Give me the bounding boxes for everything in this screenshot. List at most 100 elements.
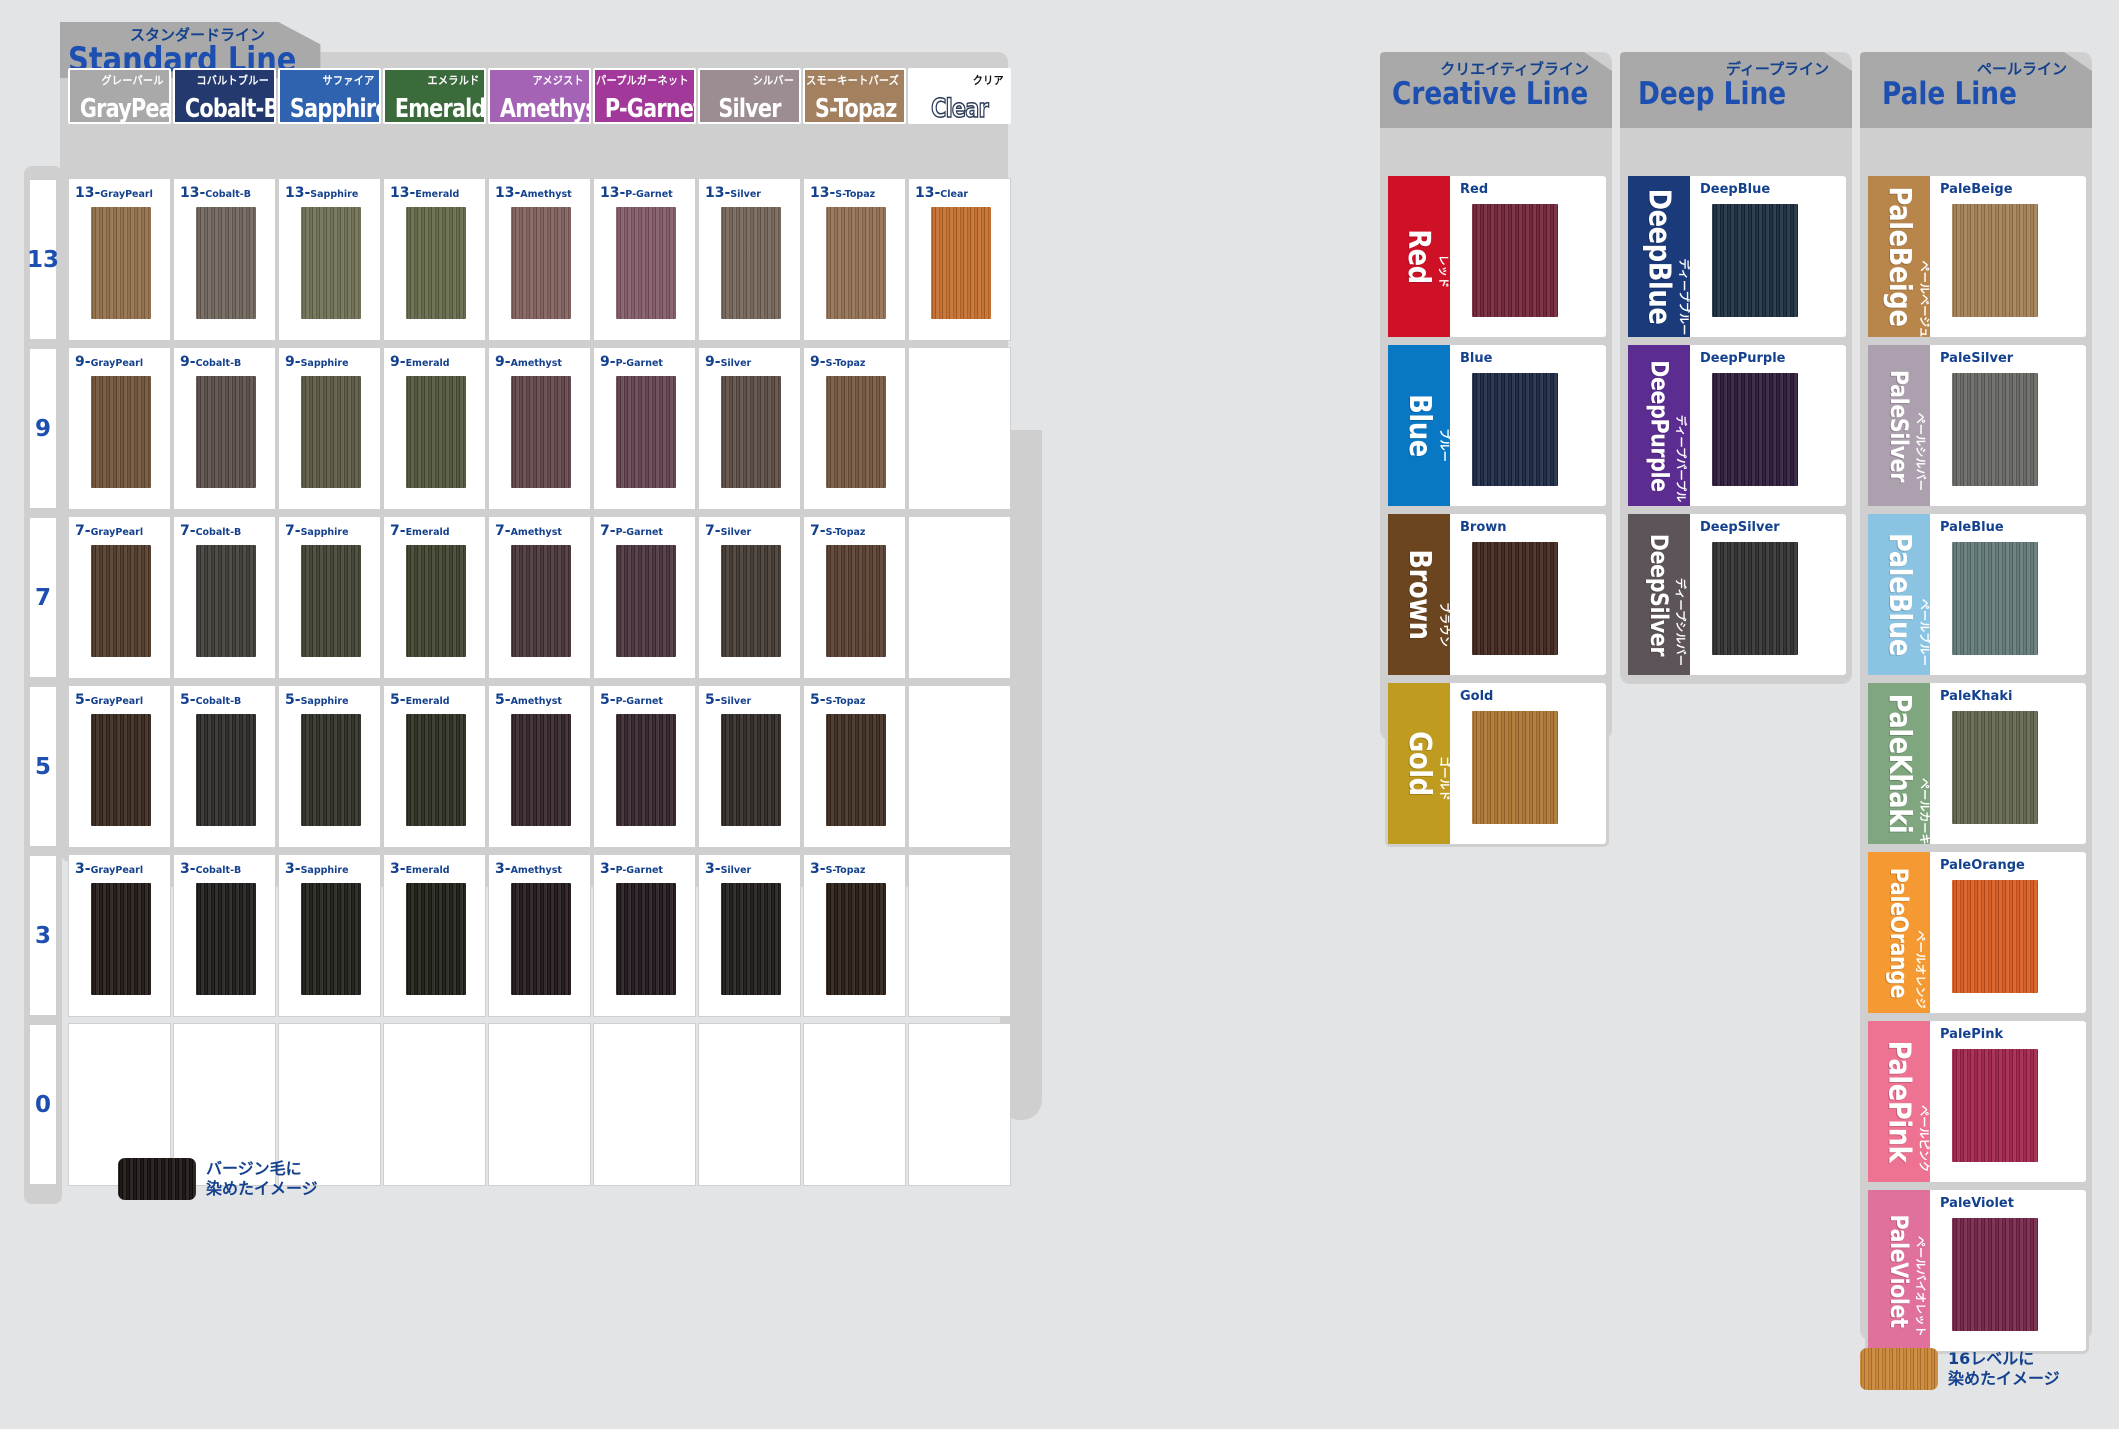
swatch-cell[interactable]: 13-S-Topaz bbox=[803, 178, 906, 341]
color-tab-palekhaki[interactable]: ペールカーキ PaleKhaki bbox=[1868, 683, 1930, 845]
column-header-emerald[interactable]: エメラルド Emerald bbox=[383, 68, 486, 124]
hair-texture bbox=[1952, 542, 2038, 655]
swatch-name: Amethyst bbox=[510, 696, 562, 707]
color-row-blue[interactable]: ブルー Blue Blue bbox=[1388, 345, 1606, 506]
hair-swatch bbox=[406, 714, 466, 826]
swatch-cell[interactable] bbox=[908, 854, 1011, 1017]
swatch-cell[interactable]: 3-P-Garnet bbox=[593, 854, 696, 1017]
swatch-cell[interactable]: 5-P-Garnet bbox=[593, 685, 696, 848]
swatch-cell[interactable]: 7-Emerald bbox=[383, 516, 486, 679]
column-header-clear[interactable]: クリア Clear bbox=[908, 68, 1011, 124]
hair-swatch bbox=[301, 376, 361, 488]
color-row-paleblue[interactable]: ペールブルー PaleBlue PaleBlue bbox=[1868, 514, 2086, 675]
color-tab-blue[interactable]: ブルー Blue bbox=[1388, 345, 1450, 506]
swatch-cell[interactable]: 5-Amethyst bbox=[488, 685, 591, 848]
column-header-p-garnet[interactable]: パープルガーネット P-Garnet bbox=[593, 68, 696, 124]
swatch-label: 13-Sapphire bbox=[285, 182, 358, 201]
swatch-cell[interactable] bbox=[593, 1023, 696, 1186]
swatch-cell[interactable]: 3-S-Topaz bbox=[803, 854, 906, 1017]
color-row-brown[interactable]: ブラウン Brown Brown bbox=[1388, 514, 1606, 675]
color-tab-paleorange[interactable]: ペールオレンジ PaleOrange bbox=[1868, 852, 1930, 1013]
swatch-cell[interactable]: 5-GrayPearl bbox=[68, 685, 171, 848]
swatch-cell[interactable]: 3-GrayPearl bbox=[68, 854, 171, 1017]
color-row-deeppurple[interactable]: ディープパープル DeepPurple DeepPurple bbox=[1628, 345, 1846, 506]
color-tab-gold[interactable]: ゴールド Gold bbox=[1388, 683, 1450, 844]
swatch-cell[interactable]: 13-Emerald bbox=[383, 178, 486, 341]
swatch-cell[interactable] bbox=[908, 1023, 1011, 1186]
swatch-cell[interactable]: 5-Cobalt-B bbox=[173, 685, 276, 848]
swatch-cell[interactable] bbox=[383, 1023, 486, 1186]
color-tab-deeppurple[interactable]: ディープパープル DeepPurple bbox=[1628, 345, 1690, 506]
color-row-paleviolet[interactable]: ペールバイオレット PaleViolet PaleViolet bbox=[1868, 1190, 2086, 1351]
swatch-cell[interactable]: 13-Clear bbox=[908, 178, 1011, 341]
swatch-cell[interactable]: 13-P-Garnet bbox=[593, 178, 696, 341]
swatch-cell[interactable]: 7-Silver bbox=[698, 516, 801, 679]
color-row-paleorange[interactable]: ペールオレンジ PaleOrange PaleOrange bbox=[1868, 852, 2086, 1013]
color-row-palekhaki[interactable]: ペールカーキ PaleKhaki PaleKhaki bbox=[1868, 683, 2086, 845]
swatch-label: 3-Cobalt-B bbox=[180, 858, 241, 877]
swatch-cell[interactable]: 5-Sapphire bbox=[278, 685, 381, 848]
color-row-deepblue[interactable]: ディープブルー DeepBlue DeepBlue bbox=[1628, 176, 1846, 337]
swatch-cell[interactable]: 3-Silver bbox=[698, 854, 801, 1017]
swatch-cell[interactable]: 13-Amethyst bbox=[488, 178, 591, 341]
color-tab-deepblue[interactable]: ディープブルー DeepBlue bbox=[1628, 176, 1690, 337]
swatch-cell[interactable]: 9-GrayPearl bbox=[68, 347, 171, 510]
swatch-level: 5- bbox=[390, 692, 406, 708]
color-row-red[interactable]: レッド Red Red bbox=[1388, 176, 1606, 337]
column-name-silver: Silver bbox=[718, 94, 781, 124]
swatch-cell[interactable]: 5-S-Topaz bbox=[803, 685, 906, 848]
swatch-cell[interactable]: 7-Amethyst bbox=[488, 516, 591, 679]
swatch-cell[interactable]: 3-Cobalt-B bbox=[173, 854, 276, 1017]
swatch-cell[interactable]: 13-Sapphire bbox=[278, 178, 381, 341]
swatch-cell[interactable] bbox=[488, 1023, 591, 1186]
column-header-s-topaz[interactable]: スモーキートパーズ S-Topaz bbox=[803, 68, 906, 124]
color-tab-palesilver[interactable]: ペールシルバー PaleSilver bbox=[1868, 345, 1930, 506]
color-row-deepsilver[interactable]: ディープシルバー DeepSilver DeepSilver bbox=[1628, 514, 1846, 675]
swatch-cell[interactable] bbox=[908, 347, 1011, 510]
hair-swatch bbox=[511, 376, 571, 488]
swatch-cell[interactable]: 5-Emerald bbox=[383, 685, 486, 848]
column-header-graypearl[interactable]: グレーパール GrayPearl bbox=[68, 68, 171, 124]
swatch-cell[interactable]: 7-S-Topaz bbox=[803, 516, 906, 679]
swatch-cell[interactable]: 9-Cobalt-B bbox=[173, 347, 276, 510]
column-header-cobalt-b[interactable]: コバルトブルー Cobalt-B bbox=[173, 68, 276, 124]
swatch-cell[interactable] bbox=[908, 685, 1011, 848]
swatch-cell[interactable]: 5-Silver bbox=[698, 685, 801, 848]
swatch-cell[interactable]: 7-Cobalt-B bbox=[173, 516, 276, 679]
swatch-cell[interactable]: 3-Amethyst bbox=[488, 854, 591, 1017]
swatch-cell[interactable]: 9-S-Topaz bbox=[803, 347, 906, 510]
color-tab-red[interactable]: レッド Red bbox=[1388, 176, 1450, 337]
level-label-7: 7 bbox=[28, 516, 58, 679]
swatch-cell[interactable] bbox=[803, 1023, 906, 1186]
swatch-cell[interactable]: 3-Emerald bbox=[383, 854, 486, 1017]
column-header-amethyst[interactable]: アメジスト Amethyst bbox=[488, 68, 591, 124]
swatch-cell[interactable]: 9-Emerald bbox=[383, 347, 486, 510]
color-row-gold[interactable]: ゴールド Gold Gold bbox=[1388, 683, 1606, 844]
swatch-cell[interactable]: 13-GrayPearl bbox=[68, 178, 171, 341]
color-row-palebeige[interactable]: ペールベージュ PaleBeige PaleBeige bbox=[1868, 176, 2086, 338]
swatch-cell[interactable]: 7-P-Garnet bbox=[593, 516, 696, 679]
color-tab-palebeige[interactable]: ペールベージュ PaleBeige bbox=[1868, 176, 1930, 338]
swatch-cell[interactable]: 13-Silver bbox=[698, 178, 801, 341]
color-tab-brown[interactable]: ブラウン Brown bbox=[1388, 514, 1450, 675]
hair-swatch bbox=[616, 545, 676, 657]
color-tab-paleviolet[interactable]: ペールバイオレット PaleViolet bbox=[1868, 1190, 1930, 1351]
color-row-palesilver[interactable]: ペールシルバー PaleSilver PaleSilver bbox=[1868, 345, 2086, 506]
color-tab-deepsilver[interactable]: ディープシルバー DeepSilver bbox=[1628, 514, 1690, 675]
swatch-cell[interactable]: 13-Cobalt-B bbox=[173, 178, 276, 341]
column-header-silver[interactable]: シルバー Silver bbox=[698, 68, 801, 124]
color-tab-paleblue[interactable]: ペールブルー PaleBlue bbox=[1868, 514, 1930, 675]
swatch-cell[interactable]: 9-Sapphire bbox=[278, 347, 381, 510]
swatch-cell[interactable]: 7-GrayPearl bbox=[68, 516, 171, 679]
swatch-cell[interactable] bbox=[908, 516, 1011, 679]
swatch-cell[interactable]: 9-Amethyst bbox=[488, 347, 591, 510]
color-row-palepink[interactable]: ペールピンク PalePink PalePink bbox=[1868, 1021, 2086, 1182]
swatch-cell[interactable]: 3-Sapphire bbox=[278, 854, 381, 1017]
swatch-cell[interactable]: 9-Silver bbox=[698, 347, 801, 510]
swatch-cell[interactable]: 9-P-Garnet bbox=[593, 347, 696, 510]
swatch-cell[interactable]: 7-Sapphire bbox=[278, 516, 381, 679]
column-header-sapphire[interactable]: サファイア Sapphire bbox=[278, 68, 381, 124]
swatch-cell[interactable] bbox=[278, 1023, 381, 1186]
color-tab-palepink[interactable]: ペールピンク PalePink bbox=[1868, 1021, 1930, 1182]
swatch-cell[interactable] bbox=[698, 1023, 801, 1186]
